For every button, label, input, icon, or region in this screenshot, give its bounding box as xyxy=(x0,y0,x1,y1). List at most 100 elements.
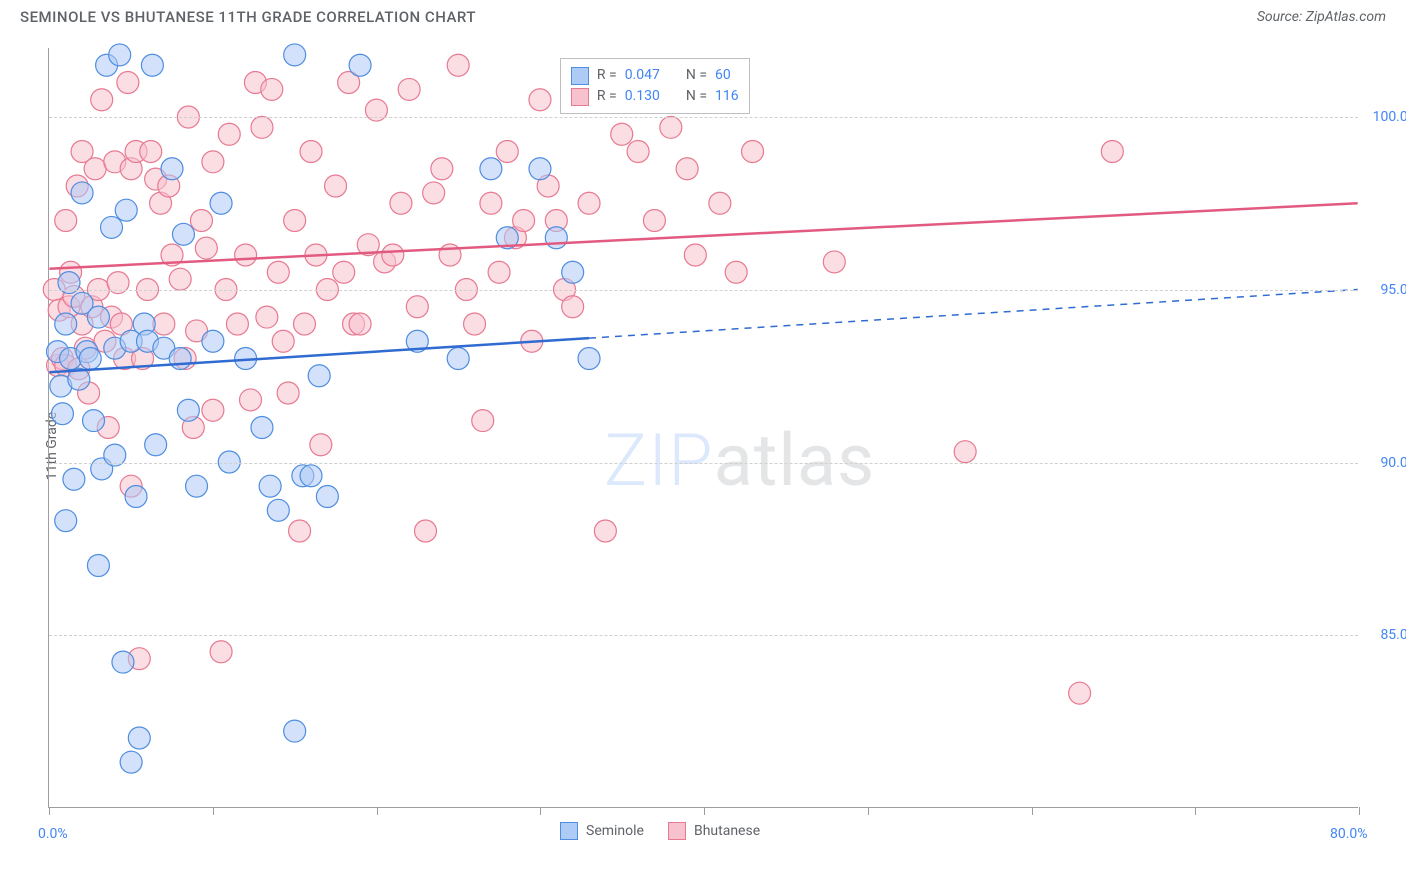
x-tick xyxy=(1359,807,1360,815)
legend-n-label: N = xyxy=(686,65,707,86)
trend-line-extrapolated xyxy=(589,290,1358,339)
data-point xyxy=(308,365,330,387)
data-point xyxy=(240,389,262,411)
data-point xyxy=(382,244,404,266)
legend-n-value-bhutanese: 116 xyxy=(715,86,739,107)
data-point xyxy=(202,151,224,173)
data-point xyxy=(87,306,109,328)
data-point xyxy=(169,268,191,290)
data-point xyxy=(513,210,535,232)
legend-r-label: R = xyxy=(597,86,617,107)
data-point xyxy=(562,261,584,283)
data-point xyxy=(210,192,232,214)
data-point xyxy=(172,223,194,245)
data-point xyxy=(300,465,322,487)
data-point xyxy=(545,227,567,249)
y-tick-label: 90.0% xyxy=(1363,455,1406,471)
data-point xyxy=(578,192,600,214)
stats-legend: R = 0.047 N = 60 R = 0.130 N = 116 xyxy=(560,58,750,114)
data-point xyxy=(529,89,551,111)
data-point xyxy=(218,123,240,145)
legend-swatch-seminole xyxy=(571,67,589,85)
legend-r-value-bhutanese: 0.130 xyxy=(625,86,660,107)
data-point xyxy=(145,434,167,456)
data-point xyxy=(277,382,299,404)
data-point xyxy=(256,306,278,328)
data-point xyxy=(259,475,281,497)
data-point xyxy=(83,410,105,432)
data-point xyxy=(725,261,747,283)
x-tick xyxy=(868,807,869,815)
data-point xyxy=(267,499,289,521)
data-point xyxy=(488,261,510,283)
data-point xyxy=(125,486,147,508)
data-point xyxy=(202,399,224,421)
series-label-bhutanese: Bhutanese xyxy=(694,823,760,839)
data-point xyxy=(87,555,109,577)
data-point xyxy=(289,520,311,542)
data-point xyxy=(480,192,502,214)
data-point xyxy=(823,251,845,273)
data-point xyxy=(195,237,217,259)
data-point xyxy=(643,210,665,232)
data-point xyxy=(284,44,306,66)
data-point xyxy=(169,348,191,370)
data-point xyxy=(447,348,469,370)
data-point xyxy=(140,141,162,163)
data-point xyxy=(284,210,306,232)
data-point xyxy=(333,261,355,283)
x-tick xyxy=(1195,807,1196,815)
data-point xyxy=(141,54,163,76)
gridline xyxy=(49,117,1358,118)
gridline xyxy=(49,290,1358,291)
data-point xyxy=(594,520,616,542)
legend-n-value-seminole: 60 xyxy=(715,65,731,86)
data-point xyxy=(226,313,248,335)
data-point xyxy=(480,158,502,180)
data-point xyxy=(325,175,347,197)
data-point xyxy=(464,313,486,335)
data-point xyxy=(431,158,453,180)
x-tick xyxy=(49,807,50,815)
data-point xyxy=(51,403,73,425)
data-point xyxy=(190,210,212,232)
data-point xyxy=(177,399,199,421)
series-legend: Seminole Bhutanese xyxy=(560,822,760,840)
x-tick xyxy=(1032,807,1033,815)
data-point xyxy=(676,158,698,180)
data-point xyxy=(627,141,649,163)
data-point xyxy=(415,520,437,542)
data-point xyxy=(267,261,289,283)
data-point xyxy=(562,296,584,318)
data-point xyxy=(406,296,428,318)
stats-legend-row-bhutanese: R = 0.130 N = 116 xyxy=(571,86,739,107)
data-point xyxy=(115,199,137,221)
data-point xyxy=(349,313,371,335)
chart-header: SEMINOLE VS BHUTANESE 11TH GRADE CORRELA… xyxy=(0,0,1406,30)
data-point xyxy=(251,116,273,138)
data-point xyxy=(71,182,93,204)
data-point xyxy=(261,78,283,100)
data-point xyxy=(496,141,518,163)
series-legend-bhutanese: Bhutanese xyxy=(668,822,760,840)
data-point xyxy=(202,330,224,352)
data-point xyxy=(101,216,123,238)
data-point xyxy=(660,116,682,138)
data-point xyxy=(578,348,600,370)
data-point xyxy=(1069,682,1091,704)
data-point xyxy=(316,486,338,508)
legend-swatch-seminole xyxy=(560,822,578,840)
data-point xyxy=(55,210,77,232)
data-point xyxy=(472,410,494,432)
data-point xyxy=(398,78,420,100)
data-point xyxy=(235,244,257,266)
gridline xyxy=(49,463,1358,464)
chart-title: SEMINOLE VS BHUTANESE 11TH GRADE CORRELA… xyxy=(20,8,476,26)
data-point xyxy=(293,313,315,335)
y-tick-label: 100.0% xyxy=(1363,109,1406,125)
x-tick xyxy=(377,807,378,815)
data-point xyxy=(390,192,412,214)
legend-r-value-seminole: 0.047 xyxy=(625,65,660,86)
data-point xyxy=(954,441,976,463)
data-point xyxy=(91,89,113,111)
